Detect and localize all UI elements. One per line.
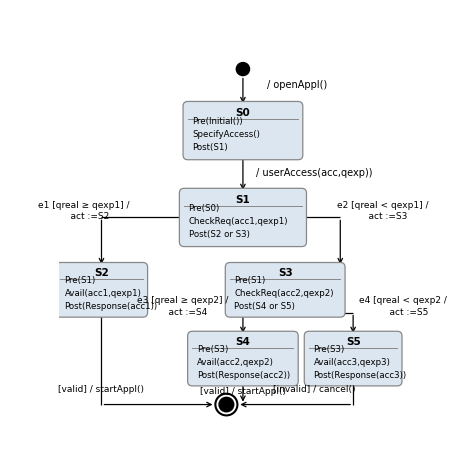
Text: e2 [qreal < qexp1] /
    act :=S3: e2 [qreal < qexp1] / act :=S3: [337, 201, 428, 221]
Text: S4: S4: [236, 337, 250, 347]
FancyBboxPatch shape: [183, 102, 303, 160]
FancyBboxPatch shape: [225, 263, 345, 317]
Text: / userAccess(acc,qexp)): / userAccess(acc,qexp)): [256, 168, 372, 178]
Text: e4 [qreal < qexp2 /
    act :=S5: e4 [qreal < qexp2 / act :=S5: [359, 297, 447, 317]
FancyBboxPatch shape: [188, 331, 298, 386]
Text: / openAppl(): / openAppl(): [267, 80, 327, 90]
Text: [valid] / startAppl(): [valid] / startAppl(): [58, 385, 145, 394]
Text: Pre(S0)
CheckReq(acc1,qexp1)
Post(S2 or S3): Pre(S0) CheckReq(acc1,qexp1) Post(S2 or …: [189, 204, 288, 239]
Text: S1: S1: [236, 195, 250, 204]
Text: S0: S0: [236, 108, 250, 118]
Text: Pre(S3)
Avail(acc3,qexp3)
Post(Response(acc3)): Pre(S3) Avail(acc3,qexp3) Post(Response(…: [313, 345, 407, 380]
Text: S5: S5: [346, 337, 361, 347]
Text: Pre(S3)
Avail(acc2,qexp2)
Post(Response(acc2)): Pre(S3) Avail(acc2,qexp2) Post(Response(…: [197, 345, 290, 380]
Text: e1 [qreal ≥ qexp1] /
    act :=S2: e1 [qreal ≥ qexp1] / act :=S2: [38, 201, 130, 221]
Text: [invalid] / cancel(): [invalid] / cancel(): [273, 385, 356, 394]
FancyBboxPatch shape: [55, 263, 147, 317]
Text: S2: S2: [94, 268, 109, 278]
Circle shape: [219, 397, 234, 412]
Text: S3: S3: [278, 268, 292, 278]
Text: [valid] / startAppl(): [valid] / startAppl(): [200, 387, 286, 396]
Circle shape: [237, 63, 249, 76]
Text: Pre(Initial())
SpecifyAccess()
Post(S1): Pre(Initial()) SpecifyAccess() Post(S1): [192, 117, 260, 152]
FancyBboxPatch shape: [179, 188, 307, 247]
Text: Pre(S1)
Avail(acc1,qexp1)
Post(Response(acc1)): Pre(S1) Avail(acc1,qexp1) Post(Response(…: [64, 276, 158, 311]
Text: e3 [qreal ≥ qexp2] /
    act :=S4: e3 [qreal ≥ qexp2] / act :=S4: [137, 297, 228, 317]
Text: Pre(S1)
CheckReq(acc2,qexp2)
Post(S4 or S5): Pre(S1) CheckReq(acc2,qexp2) Post(S4 or …: [235, 276, 334, 311]
FancyBboxPatch shape: [304, 331, 402, 386]
